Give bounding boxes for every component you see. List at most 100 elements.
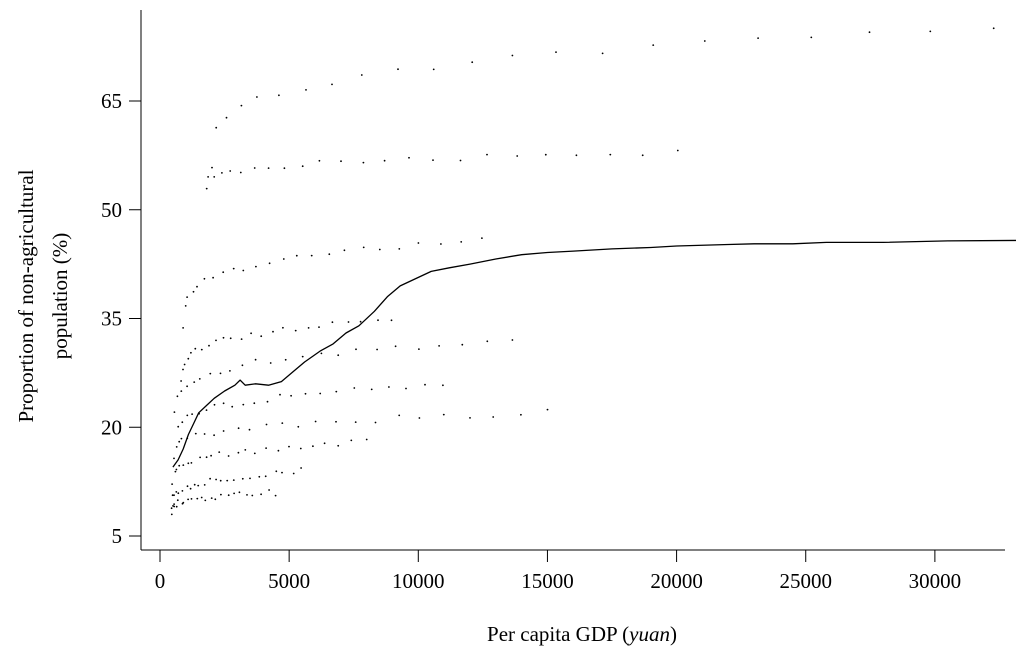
data-point <box>757 37 759 39</box>
data-point <box>213 403 216 406</box>
data-point <box>282 326 284 329</box>
x-tick-label: 15000 <box>521 569 574 593</box>
data-point <box>240 104 243 107</box>
data-point <box>432 159 434 162</box>
data-point <box>459 159 462 162</box>
data-point <box>190 498 193 500</box>
data-point <box>196 497 199 500</box>
data-point <box>213 176 216 178</box>
data-point <box>471 61 474 64</box>
data-point <box>251 494 254 497</box>
data-point <box>173 411 176 413</box>
x-tick-label: 10000 <box>392 569 445 593</box>
data-point <box>331 321 334 324</box>
data-point <box>193 381 196 383</box>
data-point <box>203 484 206 486</box>
data-point <box>183 363 186 366</box>
data-point <box>438 345 440 347</box>
data-point <box>171 483 174 485</box>
data-point <box>210 497 213 499</box>
data-point <box>173 494 175 497</box>
data-point <box>320 352 323 355</box>
data-point <box>267 167 270 170</box>
data-point <box>442 413 445 416</box>
data-point <box>268 489 270 491</box>
data-point <box>226 479 229 482</box>
data-point <box>300 467 302 469</box>
data-point <box>207 176 210 178</box>
data-point <box>204 499 207 502</box>
data-point <box>295 254 298 257</box>
data-point <box>220 493 222 496</box>
plot-area <box>170 27 1016 516</box>
data-point <box>175 446 178 448</box>
data-point <box>242 269 245 272</box>
data-point <box>481 237 483 240</box>
data-point <box>347 321 350 323</box>
data-point <box>397 68 399 71</box>
data-point <box>492 416 495 418</box>
data-point <box>260 493 262 496</box>
data-point <box>442 384 444 387</box>
data-point <box>194 432 197 435</box>
data-point <box>337 354 340 357</box>
data-point <box>546 408 549 411</box>
data-point <box>652 44 655 46</box>
x-tick-label: 30000 <box>909 569 962 593</box>
data-point <box>229 370 231 372</box>
data-point <box>233 492 236 495</box>
data-point <box>190 462 193 464</box>
data-point <box>187 357 190 360</box>
y-tick-label: 50 <box>101 198 122 222</box>
data-point <box>170 507 173 510</box>
data-point <box>281 422 284 424</box>
data-point <box>343 249 346 252</box>
data-point <box>186 485 189 488</box>
data-point <box>177 492 180 495</box>
data-point <box>992 27 995 30</box>
data-point <box>237 427 240 430</box>
data-point <box>609 153 612 156</box>
data-point <box>215 126 218 129</box>
data-point <box>265 447 267 449</box>
data-point <box>176 499 179 502</box>
data-point <box>190 351 192 354</box>
data-point <box>810 36 813 39</box>
data-point <box>424 383 426 386</box>
data-point <box>254 358 257 361</box>
data-point <box>213 434 216 437</box>
data-point <box>318 159 321 162</box>
data-point <box>200 348 203 351</box>
data-point <box>279 393 281 396</box>
data-point <box>418 417 421 419</box>
data-point <box>440 243 442 245</box>
data-point <box>212 276 215 279</box>
data-point <box>184 305 187 307</box>
data-point <box>182 464 185 466</box>
data-point <box>175 491 178 493</box>
data-point <box>255 265 257 268</box>
data-point <box>229 337 232 340</box>
data-point <box>176 395 179 398</box>
data-point <box>297 425 300 428</box>
data-point <box>516 155 519 157</box>
x-tick-label: 20000 <box>650 569 703 593</box>
data-point <box>237 451 240 454</box>
data-point <box>170 513 173 516</box>
data-point <box>290 394 292 397</box>
trend-line <box>172 239 1016 468</box>
data-point <box>335 420 337 423</box>
data-point <box>253 452 256 455</box>
data-point <box>219 372 222 375</box>
data-point <box>398 248 401 250</box>
data-point <box>197 484 200 487</box>
data-point <box>408 156 410 159</box>
data-point <box>238 491 241 494</box>
data-point <box>209 372 212 375</box>
data-point <box>318 326 320 328</box>
data-point <box>196 285 198 288</box>
data-point <box>319 392 322 395</box>
data-point <box>486 153 488 156</box>
data-point <box>227 455 230 457</box>
